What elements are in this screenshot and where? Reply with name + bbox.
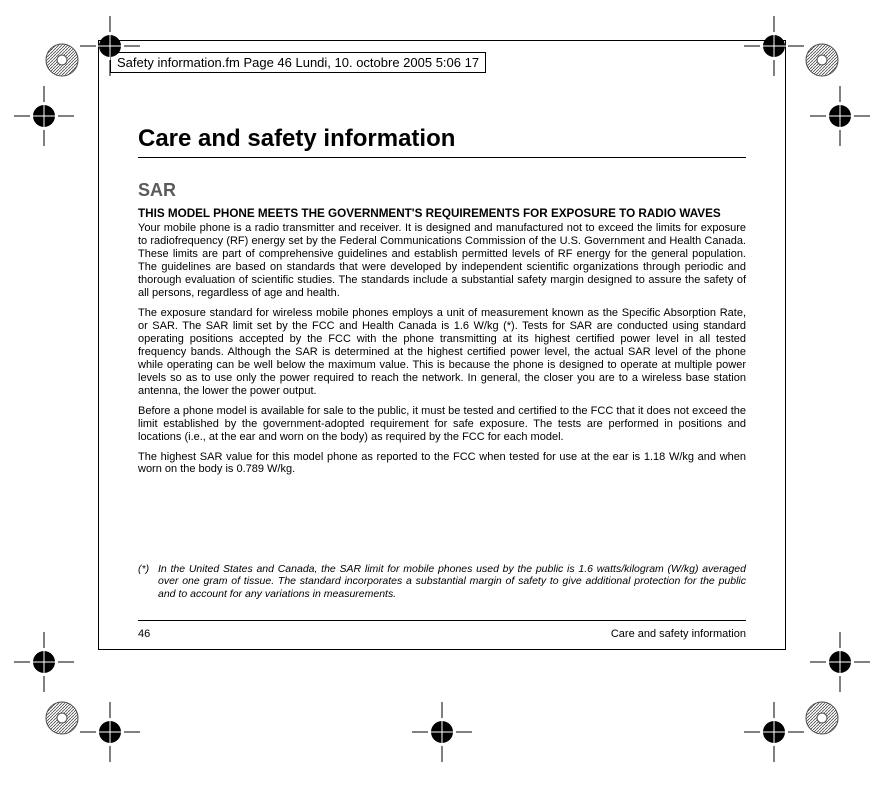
document-path-header: Safety information.fm Page 46 Lundi, 10.… (110, 52, 486, 73)
subheading: THIS MODEL PHONE MEETS THE GOVERNMENT'S … (138, 207, 746, 220)
page-title: Care and safety information (138, 125, 746, 153)
footnote-marker: (*) (138, 563, 158, 600)
crop-mark-icon (80, 16, 140, 76)
body-paragraph: Before a phone model is available for sa… (138, 405, 746, 444)
body-paragraph: Your mobile phone is a radio transmitter… (138, 222, 746, 300)
crop-mark-icon (14, 632, 74, 692)
registration-mark-icon (804, 700, 840, 736)
crop-mark-icon (14, 86, 74, 146)
crop-mark-icon (810, 632, 870, 692)
crop-mark-icon (412, 702, 472, 762)
registration-mark-icon (44, 42, 80, 78)
title-rule (138, 157, 746, 158)
page-label: Care and safety information (611, 628, 746, 640)
page-content: Care and safety information SAR THIS MOD… (138, 125, 746, 483)
section-heading-sar: SAR (138, 180, 746, 201)
crop-mark-icon (80, 702, 140, 762)
body-paragraph: The exposure standard for wireless mobil… (138, 307, 746, 398)
crop-mark-icon (744, 16, 804, 76)
footnote: (*) In the United States and Canada, the… (138, 563, 746, 600)
footnote-text: In the United States and Canada, the SAR… (158, 563, 746, 600)
crop-mark-icon (744, 702, 804, 762)
registration-mark-icon (804, 42, 840, 78)
footer-rule (138, 620, 746, 621)
page-number: 46 (138, 628, 150, 640)
crop-mark-icon (810, 86, 870, 146)
registration-mark-icon (44, 700, 80, 736)
body-paragraph: The highest SAR value for this model pho… (138, 451, 746, 477)
